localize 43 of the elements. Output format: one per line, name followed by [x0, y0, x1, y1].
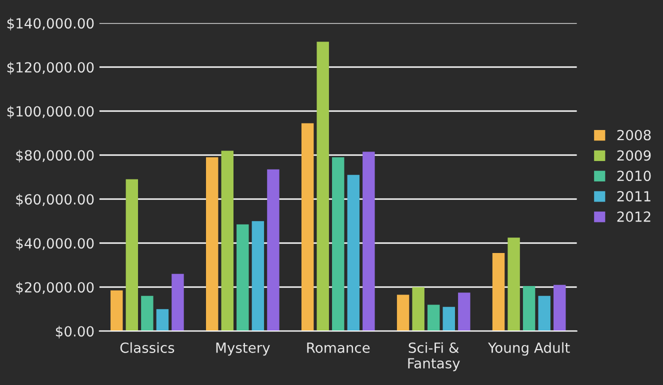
bar [267, 169, 280, 332]
bar [347, 174, 360, 332]
legend-label: 2011 [617, 191, 650, 202]
bar [206, 157, 218, 332]
y-tick-label: $0.00 [56, 326, 94, 338]
bar [522, 286, 536, 332]
bar [554, 284, 566, 332]
x-tick-label: Sci-Fi & Fantasy [408, 342, 460, 372]
bar [110, 290, 123, 332]
bar [458, 292, 470, 332]
y-tick-label: $40,000.00 [16, 238, 94, 250]
bar [236, 224, 249, 332]
x-tick-label: Romance [307, 342, 370, 353]
legend-label: 2010 [617, 170, 651, 182]
bar [221, 150, 234, 332]
bar [252, 221, 264, 332]
bar [126, 179, 138, 332]
bar [362, 152, 375, 332]
legend-label: 2012 [617, 211, 650, 222]
bar [442, 306, 455, 332]
bar [301, 123, 314, 332]
x-tick-label: Mystery [216, 342, 270, 356]
y-tick-label: $140,000.00 [7, 18, 94, 30]
bar [492, 253, 505, 332]
x-tick-label: Young Adult [488, 342, 570, 356]
bar [332, 157, 344, 332]
bar [316, 42, 329, 332]
bar [508, 238, 520, 332]
x-tick-label: Classics [120, 342, 174, 353]
bar [141, 296, 154, 332]
y-tick-label: $100,000.00 [7, 106, 94, 118]
legend-label: 2009 [617, 150, 651, 161]
bar [427, 304, 440, 332]
y-tick-label: $60,000.00 [16, 194, 94, 206]
y-tick-label: $80,000.00 [16, 150, 94, 162]
y-tick-label: $20,000.00 [16, 282, 94, 294]
bar [172, 274, 184, 332]
bar [412, 287, 424, 332]
bar [396, 294, 410, 332]
y-tick-label: $120,000.00 [7, 62, 94, 74]
bar [538, 296, 550, 332]
legend-label: 2008 [617, 130, 651, 140]
bar [156, 309, 169, 332]
